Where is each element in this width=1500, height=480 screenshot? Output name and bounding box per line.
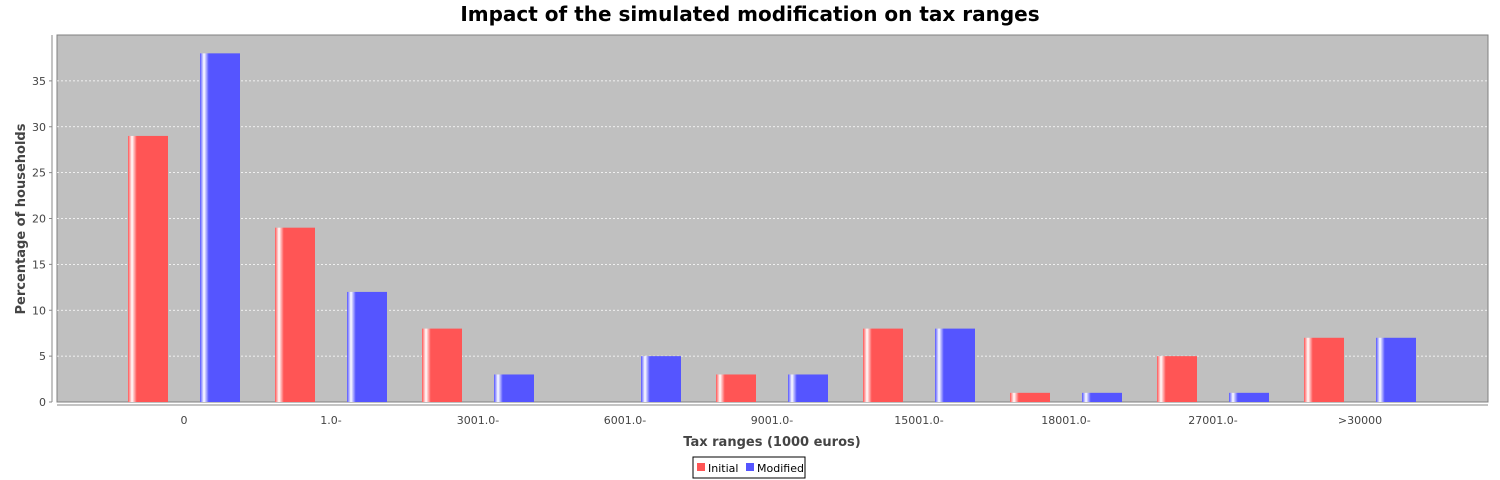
bar-initial-0 xyxy=(128,135,168,403)
bar-modified-2 xyxy=(494,374,534,402)
legend-swatch-initial xyxy=(697,463,705,471)
y-tick-label: 10 xyxy=(32,304,46,317)
legend-label-modified: Modified xyxy=(757,462,804,475)
y-tick-label: 25 xyxy=(32,167,46,180)
bar-initial-6 xyxy=(1010,392,1050,402)
x-tick-label: 3001.0- xyxy=(457,414,499,427)
bar-modified-1 xyxy=(347,291,387,402)
bar-modified-5 xyxy=(935,328,975,402)
bar-initial-8 xyxy=(1304,337,1344,402)
gridlines xyxy=(57,80,1488,357)
bar-modified-3 xyxy=(641,356,681,402)
bar-modified-4 xyxy=(788,374,828,402)
bars xyxy=(128,53,1416,403)
x-tick-label: 9001.0- xyxy=(751,414,793,427)
bar-modified-0 xyxy=(200,53,240,402)
y-tick-label: 20 xyxy=(32,213,46,226)
y-tick-label: 15 xyxy=(32,258,46,271)
y-tick-label: 0 xyxy=(39,396,46,409)
legend-label-initial: Initial xyxy=(708,462,738,475)
bar-initial-7 xyxy=(1157,356,1197,402)
chart-title: Impact of the simulated modification on … xyxy=(460,2,1039,26)
x-tick-label: 15001.0- xyxy=(894,414,943,427)
bar-initial-2 xyxy=(422,328,462,402)
x-tick-label: 27001.0- xyxy=(1188,414,1237,427)
bar-modified-6 xyxy=(1082,392,1122,402)
bar-initial-5 xyxy=(863,328,903,402)
x-tick-label: 6001.0- xyxy=(604,414,646,427)
x-tick-label: 18001.0- xyxy=(1041,414,1090,427)
bar-modified-8 xyxy=(1376,337,1416,402)
legend-swatch-modified xyxy=(746,463,754,471)
x-tick-label: 0 xyxy=(181,414,188,427)
x-axis-label: Tax ranges (1000 euros) xyxy=(683,435,860,450)
x-axis: 0 1.0- 3001.0- 6001.0- 9001.0- 15001.0- 18001.… xyxy=(57,404,1488,427)
y-tick-label: 5 xyxy=(39,350,46,363)
y-axis: 0 5 10 15 20 25 30 35 xyxy=(32,35,53,409)
bar-initial-1 xyxy=(275,227,315,402)
x-tick-label: >30000 xyxy=(1338,414,1382,427)
bar-initial-4 xyxy=(716,374,756,402)
x-tick-label: 1.0- xyxy=(320,414,341,427)
y-axis-label: Percentage of households xyxy=(14,123,29,314)
y-tick-label: 30 xyxy=(32,121,46,134)
bar-modified-7 xyxy=(1229,392,1269,402)
y-tick-label: 35 xyxy=(32,75,46,88)
legend: Initial Modified xyxy=(692,456,806,479)
